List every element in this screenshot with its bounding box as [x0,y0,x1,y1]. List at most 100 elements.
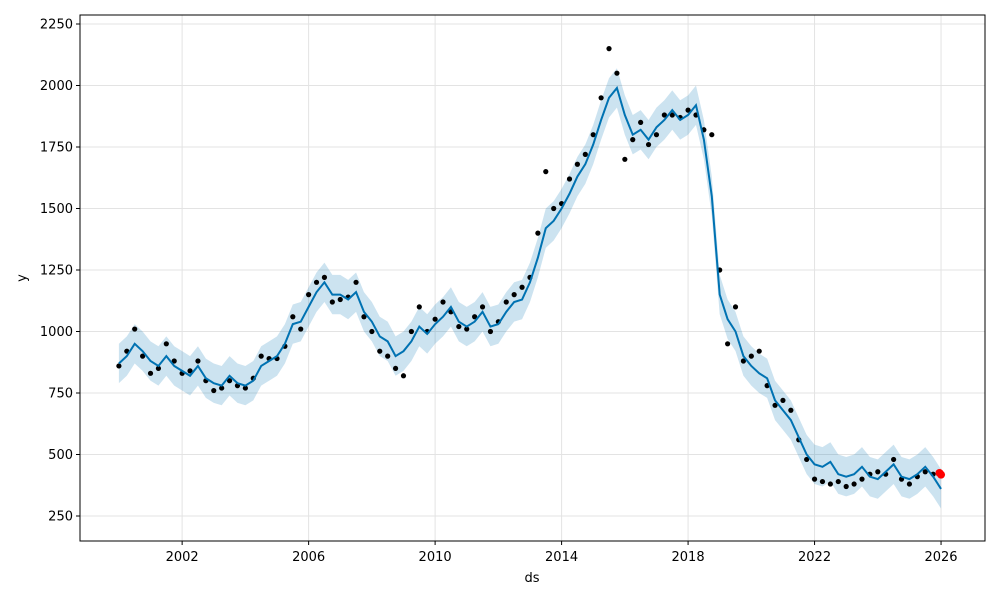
observed-point [226,378,233,384]
observed-point [519,284,525,290]
observed-point [574,161,581,167]
y-tick-label: 250 [48,510,73,525]
y-axis-label: y [15,274,30,282]
observed-point [709,132,715,138]
observed-point [329,299,335,305]
observed-point [211,387,217,394]
observed-point [551,205,557,212]
observed-point [511,292,517,298]
observed-point [187,368,193,374]
observed-point [582,151,588,157]
observed-point [685,107,691,113]
observed-point [353,279,359,285]
observed-point [242,385,248,391]
observed-point [116,363,122,369]
observed-point [140,353,146,359]
observed-point [147,370,154,376]
observed-point [321,274,328,280]
observed-point [400,373,407,379]
observed-point [669,112,675,118]
observed-point [922,469,928,475]
observed-point [906,481,913,487]
observed-point [772,402,778,408]
observed-point [622,156,628,162]
observed-point [835,478,841,485]
observed-point [725,341,731,347]
observed-point [306,292,312,298]
observed-point [756,348,762,354]
observed-point [827,481,833,487]
observed-point [392,365,399,372]
y-tick-label: 750 [48,387,73,402]
observed-point [598,95,604,101]
observed-point [859,476,865,482]
observed-point [369,328,375,335]
observed-point [487,328,494,335]
observed-point [440,299,446,305]
observed-point [298,326,304,332]
plot-frame [79,14,986,542]
y-tick-label: 1500 [40,202,73,217]
observed-point [432,316,438,322]
observed-point [377,348,383,354]
y-tick-label: 1750 [40,141,73,156]
observed-point [732,304,739,310]
x-tick-label: 2014 [545,550,578,565]
x-tick-label: 2006 [292,550,325,565]
observed-point [132,326,138,332]
observed-point [219,385,225,391]
observed-point [155,365,162,372]
x-tick-label: 2002 [166,550,199,565]
observed-point [171,358,177,364]
observed-point [875,469,881,475]
observed-point [740,358,747,364]
observed-point [748,353,754,359]
observed-point [408,328,414,335]
observed-point [788,407,794,413]
observed-point [630,137,636,143]
observed-point [464,326,470,332]
observed-point [503,299,509,305]
observed-point [195,358,201,364]
y-tick-label: 1000 [40,325,73,340]
observed-point [258,353,264,359]
x-axis-label: ds [524,571,539,586]
y-tick-label: 2250 [40,18,73,33]
observed-point [891,456,897,463]
y-tick-label: 1250 [40,264,73,279]
x-tick-label: 2026 [924,550,957,565]
observed-point [361,314,367,320]
observed-point [843,483,849,490]
observed-point [661,112,667,118]
observed-point [472,314,478,320]
forecast-line [118,85,942,490]
observed-point [385,353,391,359]
observed-point [653,132,660,138]
uncertainty-band [118,68,942,509]
observed-point [590,132,596,138]
observed-point [811,476,818,482]
observed-point [456,323,462,330]
observed-point [819,478,826,485]
observed-point [337,296,343,303]
x-tick-label: 2010 [419,550,452,565]
observed-point [479,304,486,310]
observed-point [614,70,620,76]
x-tick-label: 2018 [672,550,705,565]
observed-point [638,119,644,126]
observed-point [535,230,541,236]
observed-point [290,314,296,320]
observed-point [645,141,652,148]
observed-point [780,397,786,403]
observed-point [851,481,857,487]
observed-point [566,176,573,182]
observed-point [606,46,612,52]
observed-point [313,279,320,285]
y-tick-label: 500 [48,448,73,463]
observed-point [804,456,810,463]
observed-point [163,341,169,347]
observed-point [416,304,422,310]
x-tick-label: 2022 [798,550,831,565]
observed-point [543,169,549,175]
